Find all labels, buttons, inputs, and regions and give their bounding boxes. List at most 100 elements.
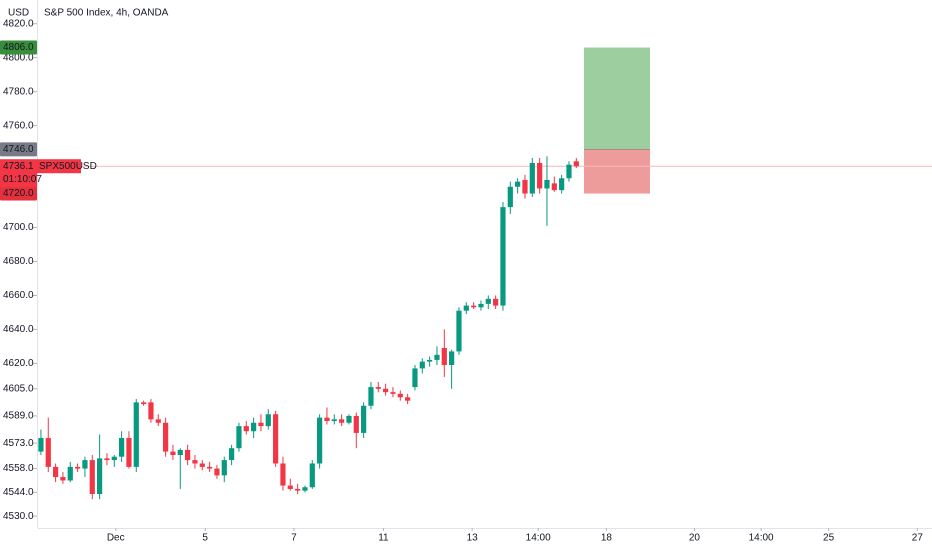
target-label: 4806.0 (3, 42, 34, 53)
candle-body (368, 387, 374, 406)
profit-zone (584, 47, 650, 150)
candle-body (463, 305, 469, 311)
candle-body (529, 162, 535, 194)
currency: USD (8, 8, 29, 19)
y-tick-label: 4780.0 (3, 86, 34, 97)
candle-body (163, 422, 169, 452)
candle-body (229, 448, 235, 461)
stop-label: 4720.0 (3, 188, 34, 199)
candle-body (133, 402, 139, 467)
x-tick-label: 20 (689, 533, 701, 544)
candle-body (280, 463, 286, 486)
candle-body (434, 354, 440, 360)
candle-body (119, 438, 125, 457)
candle-body (441, 348, 447, 366)
candle-body (507, 186, 513, 208)
x-tick-label: Dec (107, 533, 125, 544)
candle-body (170, 451, 176, 455)
candle-body (155, 419, 161, 423)
candle-body (126, 438, 132, 467)
candle-body (111, 456, 117, 461)
y-tick-label: 4605.0 (3, 383, 34, 394)
candle-body (493, 298, 499, 306)
x-tick-label: 14:00 (526, 533, 551, 544)
y-tick-label: 4660.0 (3, 290, 34, 301)
candle-body (478, 303, 484, 308)
chart-title: S&P 500 Index, 4h, OANDA (44, 8, 169, 19)
y-tick-label: 4530.0 (3, 511, 34, 522)
candle-body (53, 466, 59, 478)
candle-body (537, 162, 543, 189)
candle-body (573, 161, 579, 167)
x-tick-label: 5 (202, 533, 208, 544)
x-tick-label: 11 (378, 533, 389, 544)
candle-body (559, 178, 565, 191)
entry-label: 4746.0 (3, 144, 34, 155)
candle-body (331, 419, 337, 422)
x-tick-label: 7 (291, 533, 297, 544)
candle-body (405, 397, 411, 401)
candle-body (353, 415, 359, 433)
x-tick-label: 18 (601, 533, 613, 544)
y-tick-label: 4760.0 (3, 120, 34, 131)
candle-body (141, 402, 147, 405)
x-tick-label: 25 (823, 533, 835, 544)
candle-body (199, 463, 205, 467)
countdown: 01:10:07 (3, 174, 42, 185)
candle-body (287, 485, 293, 489)
stop-box (0, 186, 37, 201)
candle-body (45, 438, 51, 467)
candle-body (258, 422, 264, 427)
y-tick-label: 4820.0 (3, 18, 34, 29)
candle-body (104, 458, 110, 461)
candle-body (449, 351, 455, 366)
candle-body (221, 460, 227, 476)
target-box (0, 40, 37, 55)
candle-body (185, 449, 191, 461)
candle-body (383, 388, 389, 393)
y-tick-label: 4640.0 (3, 324, 34, 335)
candle-body (67, 466, 73, 481)
candle-body (522, 179, 528, 194)
candle-body (317, 417, 323, 464)
y-tick-label: 4544.0 (3, 487, 34, 498)
candle-body (60, 477, 66, 481)
candle-body (324, 417, 330, 422)
y-tick-label: 4558.0 (3, 463, 34, 474)
candle-body (192, 460, 198, 464)
candle-body (566, 164, 572, 179)
candle-body (207, 466, 213, 469)
y-tick-label: 4680.0 (3, 256, 34, 267)
candle-body (214, 468, 220, 476)
y-tick-label: 4620.0 (3, 358, 34, 369)
candle-body (82, 460, 88, 469)
candle-body (251, 422, 257, 432)
last-price-box (0, 159, 37, 188)
candle-body (38, 438, 44, 452)
candle-body (515, 181, 521, 187)
x-tick-label: 27 (912, 533, 924, 544)
candle-body (397, 393, 403, 398)
candle-body (456, 310, 462, 352)
candle-body (273, 414, 279, 464)
candle-body (346, 415, 352, 423)
candle-body (375, 387, 381, 389)
y-tick-label: 4700.0 (3, 222, 34, 233)
candle-body (500, 207, 506, 306)
y-tick-label: 4573.0 (3, 438, 34, 449)
candle-body (265, 414, 271, 427)
loss-zone (584, 149, 650, 194)
candle-body (89, 460, 95, 495)
candle-body (148, 402, 154, 420)
ticks: 4530.0 4544.0 4558.0 4573.0 4589.0 4605.0 4620… (3, 18, 923, 543)
plot (38, 47, 932, 500)
x-tick-label: 14:00 (749, 533, 774, 544)
candle-body (485, 298, 491, 304)
symbol: SPX500USD (39, 161, 97, 172)
candle-body (75, 466, 81, 469)
candle-body (309, 463, 315, 488)
candle-body (295, 488, 301, 491)
candle-body (302, 487, 308, 491)
entry-box (0, 142, 37, 157)
